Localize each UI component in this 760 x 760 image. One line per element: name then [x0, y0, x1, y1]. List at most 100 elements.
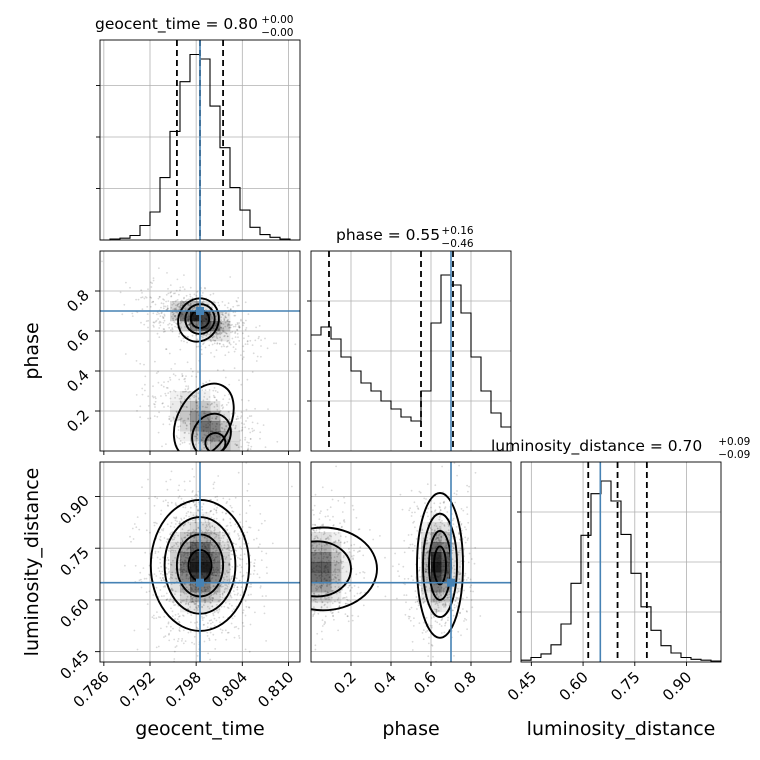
- sample-point: [208, 525, 211, 528]
- sample-point: [414, 511, 416, 514]
- sample-point: [320, 549, 323, 551]
- sample-point: [417, 508, 420, 510]
- sample-point: [243, 423, 246, 425]
- sample-point: [179, 418, 182, 421]
- sample-point: [167, 300, 170, 302]
- sample-point: [309, 569, 311, 571]
- sample-point: [214, 429, 217, 431]
- density-cell: [180, 401, 191, 412]
- panel-frame: [520, 461, 722, 663]
- sample-point: [154, 550, 157, 553]
- sample-point: [430, 510, 433, 513]
- sample-point: [332, 578, 335, 581]
- sample-point: [237, 297, 240, 299]
- sample-point: [452, 614, 455, 617]
- sample-point: [342, 520, 345, 522]
- sample-point: [457, 630, 460, 633]
- sample-point: [228, 562, 231, 565]
- sample-point: [234, 458, 236, 460]
- sample-point: [362, 571, 364, 573]
- sample-point: [213, 592, 216, 594]
- sample-point: [343, 521, 346, 523]
- sample-point: [174, 550, 177, 552]
- sample-point: [223, 319, 226, 322]
- sample-point: [195, 426, 198, 429]
- sample-point: [186, 574, 189, 577]
- density-cell: [210, 321, 221, 332]
- sample-point: [132, 538, 135, 540]
- sample-point: [254, 339, 257, 342]
- sample-point: [434, 484, 437, 487]
- sample-point: [413, 617, 415, 620]
- sample-point: [164, 392, 167, 395]
- sample-point: [191, 455, 193, 457]
- sample-point: [183, 441, 186, 444]
- sample-point: [163, 328, 166, 331]
- sample-point: [160, 579, 163, 581]
- sample-point: [190, 302, 192, 305]
- sample-point: [244, 583, 247, 585]
- sample-point: [195, 345, 198, 348]
- sample-point: [170, 329, 172, 331]
- sample-point: [193, 643, 196, 645]
- sample-point: [162, 328, 165, 330]
- sample-point: [163, 319, 166, 322]
- sample-point: [418, 569, 421, 572]
- sample-point: [184, 506, 187, 509]
- sample-point: [448, 524, 450, 526]
- sample-point: [344, 535, 347, 538]
- sample-point: [286, 607, 288, 609]
- sample-point: [458, 573, 461, 576]
- sample-point: [218, 342, 221, 345]
- sample-point: [174, 590, 177, 593]
- sample-point: [157, 616, 160, 618]
- sample-point: [236, 304, 239, 307]
- sample-point: [217, 600, 220, 603]
- sample-point: [176, 326, 179, 329]
- sample-point: [187, 534, 189, 537]
- sample-point: [173, 321, 176, 323]
- sample-point: [165, 348, 167, 350]
- sample-point: [351, 619, 354, 622]
- sample-point: [234, 332, 237, 334]
- sample-point: [219, 572, 222, 574]
- sample-point: [322, 533, 325, 536]
- sample-point: [313, 598, 316, 600]
- sample-point: [194, 600, 197, 602]
- sample-point: [194, 622, 196, 624]
- sample-point: [160, 312, 163, 315]
- sample-point: [237, 446, 240, 449]
- sample-point: [223, 429, 226, 431]
- sample-point: [178, 615, 181, 617]
- sample-point: [201, 606, 204, 609]
- sample-point: [227, 323, 230, 325]
- sample-point: [309, 540, 311, 542]
- sample-point: [247, 594, 250, 596]
- sample-point: [205, 334, 207, 336]
- sample-point: [384, 556, 386, 559]
- sample-point: [250, 445, 253, 448]
- sample-point: [447, 665, 449, 667]
- sample-point: [215, 422, 218, 425]
- sample-point: [153, 321, 156, 324]
- density-cell: [200, 331, 211, 342]
- sample-point: [219, 430, 222, 432]
- sample-point: [249, 339, 252, 342]
- sample-point: [253, 429, 256, 432]
- sample-point: [250, 415, 253, 417]
- sample-point: [201, 389, 204, 391]
- sample-point: [241, 426, 244, 429]
- sample-point: [228, 327, 230, 329]
- sample-point: [225, 502, 228, 504]
- sample-point: [215, 349, 218, 352]
- sample-point: [160, 595, 163, 598]
- sample-point: [166, 272, 168, 274]
- sample-point: [306, 525, 308, 527]
- sample-point: [182, 420, 185, 422]
- sample-point: [174, 363, 176, 365]
- sample-point: [195, 539, 198, 542]
- sample-point: [168, 632, 171, 635]
- sample-point: [215, 574, 218, 577]
- sample-point: [205, 614, 208, 617]
- sample-point: [439, 532, 442, 534]
